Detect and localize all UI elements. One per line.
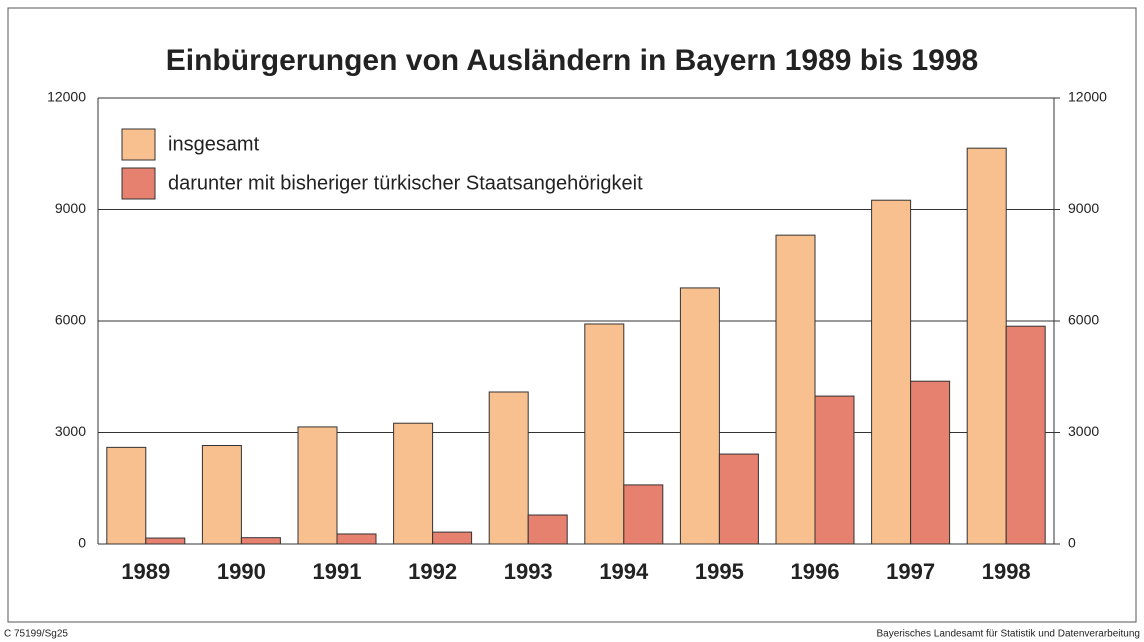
y-tick-label: 6000 — [55, 312, 86, 328]
footer-left: C 75199/Sg25 — [4, 629, 68, 640]
bar — [527, 514, 568, 545]
y-tick-label: 0 — [78, 535, 86, 551]
bar — [297, 426, 338, 545]
x-tick-label: 1992 — [408, 559, 457, 584]
bar — [1005, 325, 1046, 545]
y2-tick-label: 0 — [1068, 535, 1076, 551]
x-tick-label: 1994 — [599, 559, 649, 584]
bar — [393, 422, 434, 545]
legend-swatch — [121, 167, 156, 200]
legend-label: darunter mit bisheriger türkischer Staat… — [168, 172, 643, 194]
x-tick-label: 1997 — [886, 559, 935, 584]
bar — [432, 531, 473, 545]
y2-tick-label: 3000 — [1068, 423, 1099, 439]
footer-right: Bayerisches Landesamt für Statistik und … — [877, 629, 1140, 640]
x-tick-label: 1996 — [791, 559, 840, 584]
y-tick-label: 12000 — [47, 89, 86, 105]
bar — [966, 147, 1007, 545]
y-tick-label: 3000 — [55, 423, 86, 439]
legend-label: insgesamt — [168, 133, 260, 155]
y2-tick-label: 12000 — [1068, 89, 1107, 105]
bar — [679, 287, 720, 545]
y2-tick-label: 6000 — [1068, 312, 1099, 328]
bar — [145, 537, 186, 545]
bar — [106, 446, 147, 545]
bar — [814, 395, 855, 545]
x-tick-label: 1998 — [982, 559, 1031, 584]
bar — [584, 323, 625, 545]
x-tick-label: 1989 — [121, 559, 170, 584]
x-tick-label: 1993 — [504, 559, 553, 584]
x-tick-label: 1991 — [313, 559, 362, 584]
x-tick-label: 1990 — [217, 559, 266, 584]
bar — [910, 380, 951, 545]
y-tick-label: 9000 — [55, 200, 86, 216]
legend-swatch — [121, 128, 156, 161]
chart-title: Einbürgerungen von Ausländern in Bayern … — [166, 44, 978, 77]
bar — [718, 453, 759, 545]
bar — [201, 445, 242, 545]
bar — [488, 391, 529, 545]
bar — [623, 484, 664, 545]
bar — [240, 537, 281, 545]
bar — [775, 234, 816, 545]
bar — [871, 199, 912, 545]
x-tick-label: 1995 — [695, 559, 744, 584]
y2-tick-label: 9000 — [1068, 200, 1099, 216]
bar — [336, 533, 377, 545]
